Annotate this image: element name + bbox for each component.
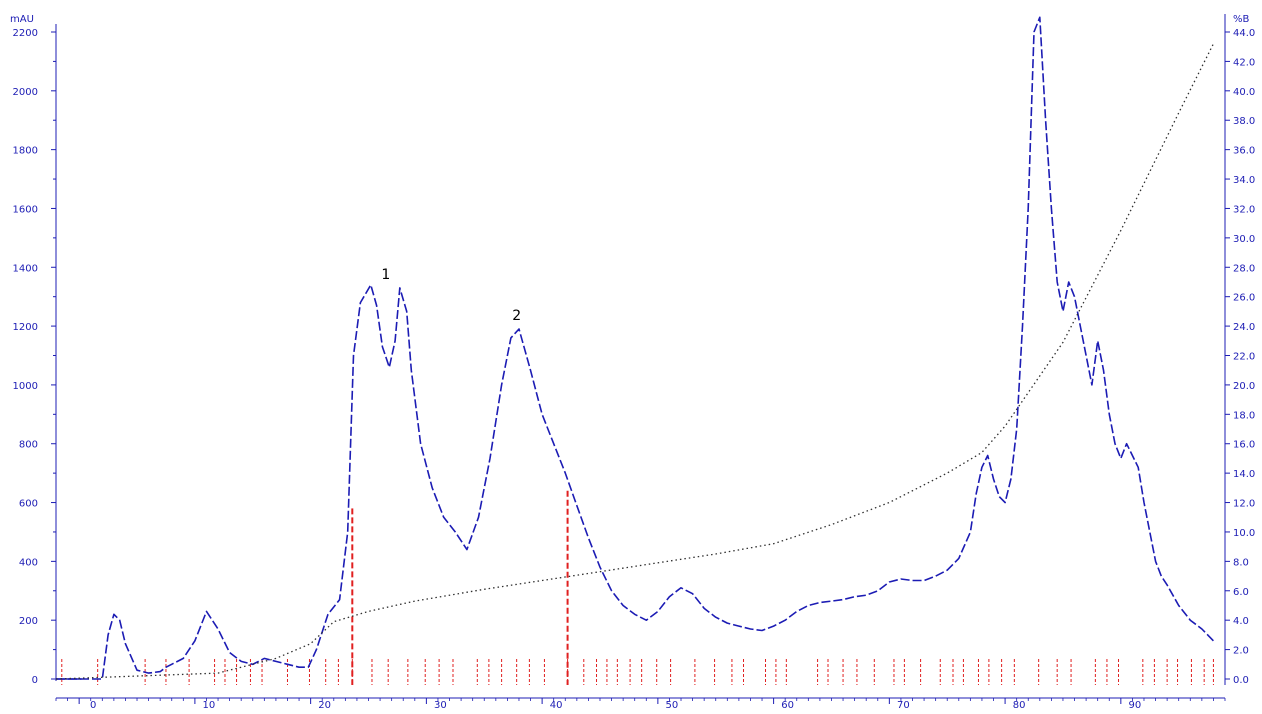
y-tick-label: 1200 (13, 322, 38, 333)
y2-tick-label: 22.0 (1233, 352, 1255, 363)
y-tick-label: 400 (19, 557, 38, 568)
y-tick-label: 1000 (13, 381, 38, 392)
y2-tick-label: 42.0 (1233, 57, 1255, 68)
gradient-trace (55, 43, 1214, 680)
y-tick-label: 1800 (13, 146, 38, 157)
y-tick-label: 1600 (13, 204, 38, 215)
y2-tick-label: 2.0 (1233, 646, 1249, 657)
x-tick-label: 10 (203, 700, 216, 710)
y2-tick-label: 6.0 (1233, 587, 1249, 598)
y2-tick-label: 36.0 (1233, 146, 1255, 157)
y-tick-label: 800 (19, 440, 38, 451)
y2-tick-label: 10.0 (1233, 528, 1255, 539)
y2-tick-label: 44.0 (1233, 28, 1255, 39)
x-tick-label: 70 (897, 700, 910, 710)
y2-tick-label: 34.0 (1233, 175, 1255, 186)
y-tick-label: 1400 (13, 263, 38, 274)
y2-tick-label: 0.0 (1233, 675, 1249, 686)
y-tick-label: 200 (19, 616, 38, 627)
y2-tick-label: 38.0 (1233, 116, 1255, 127)
y-tick-label: 2200 (13, 28, 38, 39)
x-tick-label: 80 (1013, 700, 1026, 710)
y-tick-label: 600 (19, 499, 38, 510)
y2-tick-label: 40.0 (1233, 87, 1255, 98)
y2-tick-label: 24.0 (1233, 322, 1255, 333)
y2-tick-label: 8.0 (1233, 557, 1249, 568)
y2-tick-label: 14.0 (1233, 469, 1255, 480)
peak-label: 1 (381, 267, 390, 283)
x-tick-label: 20 (318, 700, 331, 710)
y2-unit-label: %B (1233, 14, 1250, 25)
y2-tick-label: 32.0 (1233, 204, 1255, 215)
x-tick-label: 30 (434, 700, 447, 710)
y2-tick-label: 16.0 (1233, 440, 1255, 451)
y2-tick-label: 28.0 (1233, 263, 1255, 274)
x-tick-label: 90 (1128, 700, 1141, 710)
y2-tick-label: 20.0 (1233, 381, 1255, 392)
y2-tick-label: 18.0 (1233, 410, 1255, 421)
absorbance-trace (56, 16, 1214, 680)
y-tick-label: 0 (32, 675, 38, 686)
x-tick-label: 40 (550, 700, 563, 710)
y-unit-label: mAU (10, 14, 34, 25)
y2-tick-label: 12.0 (1233, 499, 1255, 510)
x-tick-label: 0 (90, 700, 96, 710)
y2-tick-label: 26.0 (1233, 293, 1255, 304)
x-tick-label: 50 (665, 700, 678, 710)
y2-tick-label: 30.0 (1233, 234, 1255, 245)
y-tick-label: 2000 (13, 87, 38, 98)
peak-label: 2 (512, 308, 521, 324)
x-tick-label: 60 (781, 700, 794, 710)
y2-tick-label: 4.0 (1233, 616, 1249, 627)
